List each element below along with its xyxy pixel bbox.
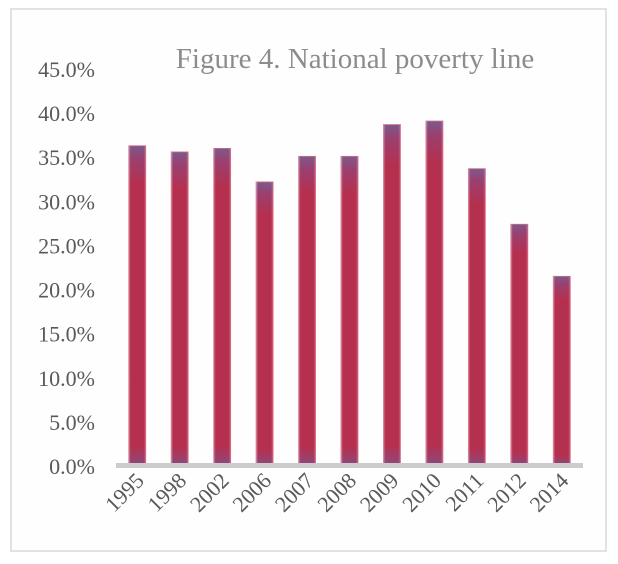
y-tick-label: 20.0% [38, 278, 95, 303]
x-axis: 1995199820022006200720082009201020112012… [100, 468, 573, 517]
bar-highlight-2002 [213, 148, 231, 466]
y-tick-label: 40.0% [38, 101, 95, 126]
bar-highlight-2011 [468, 168, 486, 467]
bar-highlight-1998 [171, 151, 189, 466]
x-tick-label: 1998 [142, 468, 191, 517]
x-tick-label: 2006 [227, 468, 276, 517]
x-axis-line [116, 463, 583, 468]
x-tick-label: 2008 [312, 468, 361, 517]
y-tick-label: 45.0% [38, 57, 95, 82]
bar-highlight-2012 [510, 224, 528, 466]
chart-title: Figure 4. National poverty line [176, 43, 534, 75]
x-tick-label: 2011 [440, 468, 488, 516]
y-tick-label: 35.0% [38, 145, 95, 170]
y-tick-label: 0.0% [49, 454, 95, 479]
bar-highlight-2007 [298, 156, 316, 466]
x-tick-label: 2014 [525, 468, 574, 517]
x-tick-label: 2010 [397, 468, 446, 517]
bar-highlight-2014 [553, 276, 571, 466]
y-tick-label: 25.0% [38, 233, 95, 258]
x-tick-label: 2009 [355, 468, 404, 517]
bar-highlight-2009 [383, 124, 401, 466]
y-tick-label: 15.0% [38, 322, 95, 347]
bar-highlight-1995 [128, 145, 146, 466]
x-tick-label: 2002 [185, 468, 234, 517]
bar-highlight-2010 [425, 121, 443, 466]
y-axis: 0.0% 5.0% 10.0% 15.0% 20.0% 25.0% 30.0% 35.0% 40… [38, 57, 95, 479]
y-tick-label: 5.0% [49, 410, 95, 435]
x-tick-label: 1995 [100, 468, 149, 517]
x-tick-label: 2012 [482, 468, 531, 517]
y-tick-label: 30.0% [38, 189, 95, 214]
y-tick-label: 10.0% [38, 366, 95, 391]
bars-group [128, 120, 571, 467]
bar-highlight-2006 [256, 181, 274, 466]
bar-highlight-2008 [341, 156, 358, 466]
x-tick-label: 2007 [270, 468, 319, 517]
